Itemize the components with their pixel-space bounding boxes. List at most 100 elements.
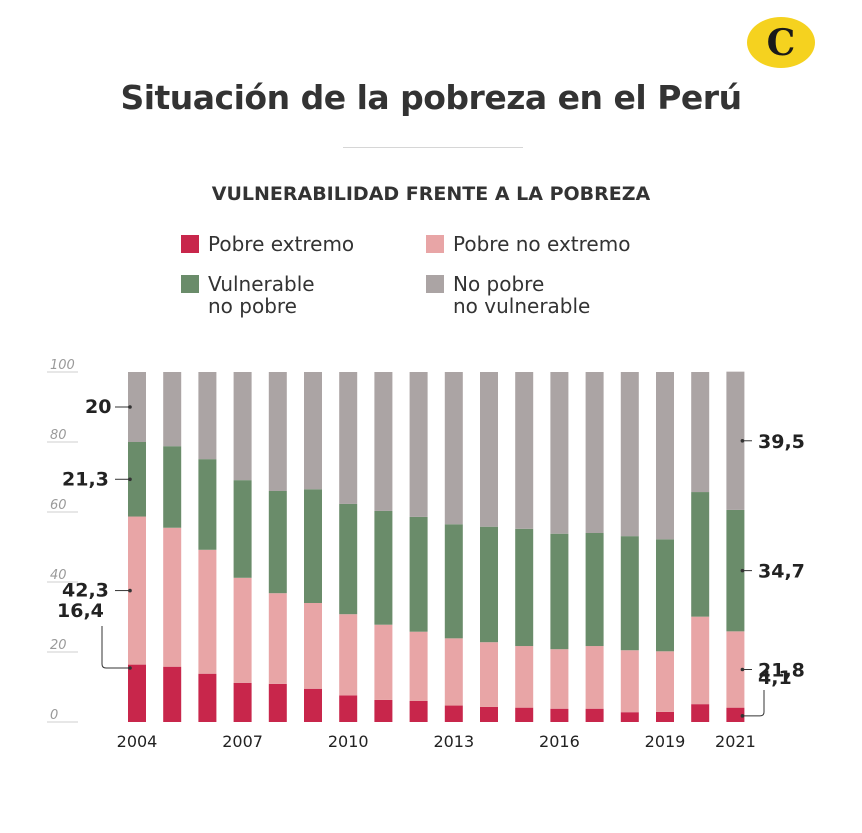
- bar-segment: [128, 664, 146, 722]
- right-value-label: 34,7: [758, 561, 805, 583]
- bar-segment: [198, 673, 217, 722]
- left-leader-dot: [128, 588, 132, 593]
- bar-segment: [163, 372, 182, 447]
- bar-segment: [480, 372, 498, 527]
- left-leader-dot: [128, 477, 132, 482]
- bar-segment: [128, 442, 146, 517]
- bar-segment: [374, 624, 393, 700]
- y-tick-label: 80: [50, 428, 67, 443]
- bar-segment: [198, 372, 217, 460]
- y-tick-label: 20: [50, 638, 67, 653]
- chart-subtitle: VULNERABILIDAD FRENTE A LA POBREZA: [211, 183, 651, 205]
- y-tick-label: 40: [50, 568, 67, 583]
- left-leader-line: [101, 626, 130, 669]
- bar-segment: [691, 616, 710, 705]
- bar-segment: [198, 549, 217, 674]
- bar-segment: [515, 528, 534, 647]
- page-title: Situación de la pobreza en el Perú: [120, 78, 742, 117]
- bar-segment: [339, 695, 358, 722]
- right-leader-line: [742, 690, 765, 717]
- bar-segment: [620, 536, 639, 651]
- x-tick-label: 2007: [222, 732, 263, 751]
- bar-segment: [304, 372, 322, 490]
- bar-segment: [550, 708, 569, 722]
- x-tick-label: 2010: [328, 732, 369, 751]
- y-tick-label: 0: [50, 708, 58, 723]
- right-value-label: 21,8: [758, 660, 805, 682]
- legend-swatch: [181, 275, 199, 293]
- legend-item-no-pobre-no-vulnerable: No pobre no vulnerable: [426, 273, 590, 317]
- bar-segment: [691, 704, 710, 722]
- x-tick-label: 2004: [117, 732, 158, 751]
- bar-segment: [339, 503, 358, 615]
- bar-segment: [268, 372, 287, 491]
- bar-segment: [656, 539, 674, 652]
- bar-segment: [620, 650, 639, 713]
- left-value-label: 16,4: [57, 600, 104, 622]
- bar-segment: [374, 372, 393, 511]
- legend-swatch: [181, 235, 199, 253]
- legend-label: Vulnerable no pobre: [208, 272, 315, 318]
- bar-segment: [233, 480, 252, 578]
- bar-segment: [656, 372, 674, 540]
- bar-segment: [585, 533, 604, 647]
- bar-segment: [233, 682, 252, 722]
- bar-segment: [691, 492, 710, 617]
- bar-segment: [480, 526, 498, 643]
- bar-segment: [726, 631, 745, 708]
- bar-segment: [374, 510, 393, 625]
- bar-segment: [550, 649, 569, 709]
- legend-item-pobre-extremo: Pobre extremo: [181, 233, 354, 255]
- legend-swatch: [426, 275, 444, 293]
- bar-segment: [233, 372, 252, 481]
- bar-segment: [726, 707, 745, 722]
- legend-item-vulnerable-no-pobre: Vulnerable no pobre: [181, 273, 315, 317]
- bar-segment: [304, 688, 322, 722]
- logo-circle: [747, 17, 815, 68]
- bar-segment: [515, 707, 534, 722]
- legend-item-pobre-no-extremo: Pobre no extremo: [426, 233, 630, 255]
- bar-segment: [444, 524, 463, 639]
- bar-segment: [656, 711, 674, 722]
- bar-segment: [550, 533, 569, 650]
- bar-segment: [444, 638, 463, 706]
- legend-label: Pobre extremo: [208, 232, 355, 256]
- bar-segment: [515, 372, 534, 529]
- bar-segment: [163, 446, 182, 528]
- legend-swatch: [426, 235, 444, 253]
- bar-segment: [726, 509, 745, 632]
- bar-segment: [515, 646, 534, 708]
- bar-segment: [691, 372, 710, 493]
- bar-segment: [444, 705, 463, 722]
- left-value-label: 21,3: [62, 468, 109, 490]
- y-tick-label: 60: [50, 498, 67, 513]
- bar-segment: [163, 527, 182, 667]
- legend-label: No pobre no vulnerable: [453, 272, 591, 318]
- bar-segment: [374, 699, 393, 722]
- bar-segment: [620, 372, 639, 537]
- y-tick-label: 100: [50, 358, 75, 373]
- bar-segment: [585, 708, 604, 722]
- bar-segment: [233, 577, 252, 683]
- bar-segment: [656, 651, 674, 712]
- x-tick-label: 2019: [645, 732, 686, 751]
- bar-segment: [480, 642, 498, 707]
- bar-segment: [268, 491, 287, 594]
- x-tick-label: 2013: [433, 732, 474, 751]
- bar-segment: [585, 646, 604, 709]
- bar-segment: [409, 631, 428, 701]
- legend-label: Pobre no extremo: [453, 232, 631, 256]
- bar-segment: [480, 706, 498, 722]
- el-comercio-logo: C: [747, 17, 815, 68]
- bar-segment: [304, 489, 322, 603]
- bar-segment: [620, 712, 639, 722]
- bar-segment: [163, 666, 182, 722]
- left-leader-dot: [128, 666, 132, 670]
- bar-segment: [268, 683, 287, 722]
- bar-segment: [128, 372, 146, 442]
- bar-segment: [128, 516, 146, 665]
- bar-segment: [409, 516, 428, 632]
- left-leader-dot: [128, 405, 132, 409]
- bar-segment: [444, 372, 463, 525]
